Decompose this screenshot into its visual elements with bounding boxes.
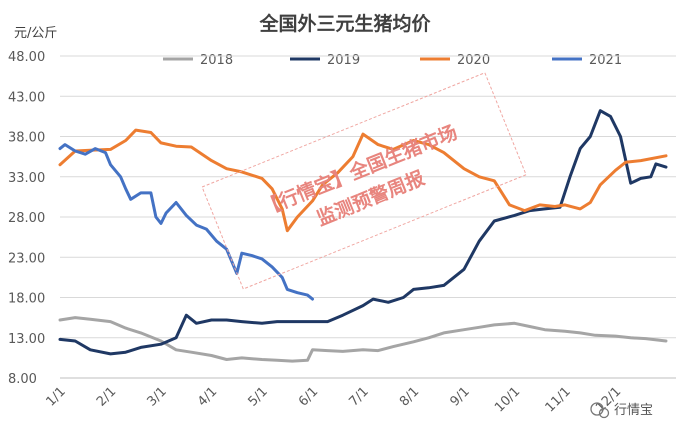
y-axis-ticks: 48.00 43.00 38.00 33.00 28.00 23.00 18.00 13.00… xyxy=(8,50,45,387)
y-tick-label: 13.00 xyxy=(8,332,45,347)
x-tick-label: 10/1 xyxy=(492,384,523,415)
legend-label-2019: 2019 xyxy=(327,53,360,68)
series-line-2021 xyxy=(58,143,314,301)
x-axis-ticks: 1/1 2/1 3/1 4/1 5/1 6/1 7/1 8/1 9/1 10/1 11/1 12/1 xyxy=(43,384,624,415)
y-tick-label: 23.00 xyxy=(8,251,45,266)
x-tick-label: 4/1 xyxy=(195,384,220,409)
y-tick-label: 8.00 xyxy=(8,372,37,387)
x-tick-label: 11/1 xyxy=(543,384,574,415)
legend-label-2018: 2018 xyxy=(200,53,233,68)
y-tick-label: 38.00 xyxy=(8,131,45,146)
watermark: 行情宝 xyxy=(590,402,653,419)
x-tick-label: 9/1 xyxy=(447,384,472,409)
chart-title: 全国外三元生猪均价 xyxy=(258,12,431,35)
x-tick-label: 7/1 xyxy=(346,384,371,409)
gridlines xyxy=(60,55,676,379)
y-tick-label: 28.00 xyxy=(8,211,45,226)
series-line-2019 xyxy=(58,109,668,356)
legend-label-2021: 2021 xyxy=(589,53,622,68)
x-tick-label: 8/1 xyxy=(397,384,422,409)
watermark-text: 行情宝 xyxy=(614,403,653,418)
x-tick-label: 6/1 xyxy=(296,384,321,409)
y-tick-label: 43.00 xyxy=(8,90,45,105)
y-tick-label: 33.00 xyxy=(8,171,45,186)
stamp-border xyxy=(201,72,527,290)
x-tick-label: 5/1 xyxy=(245,384,270,409)
y-axis-unit-label: 元/公斤 xyxy=(14,26,57,41)
x-tick-label: 2/1 xyxy=(94,384,119,409)
x-tick-label: 1/1 xyxy=(43,384,68,409)
chart-legend: 2018 2019 2020 2021 xyxy=(163,53,622,68)
x-tick-label: 3/1 xyxy=(144,384,169,409)
series-line-2020 xyxy=(58,128,668,233)
y-tick-label: 18.00 xyxy=(8,292,45,307)
series-lines xyxy=(58,109,668,363)
y-tick-label: 48.00 xyxy=(8,50,45,65)
series-line-2018 xyxy=(58,316,668,363)
wechat-bubble-icon xyxy=(598,407,610,419)
legend-label-2020: 2020 xyxy=(457,53,490,68)
